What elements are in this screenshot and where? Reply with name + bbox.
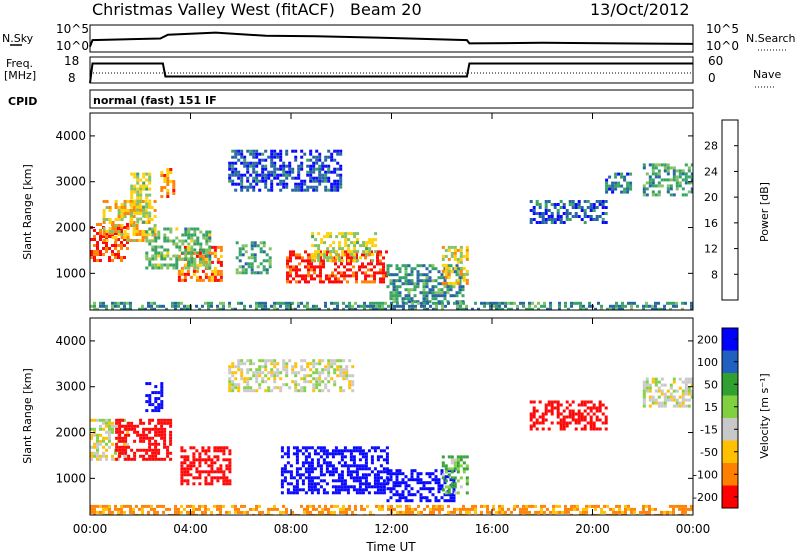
colorbar-swatch: [722, 373, 738, 396]
colorbar-tick-label: 200: [697, 333, 718, 346]
y-tick-label: 4000: [55, 129, 86, 143]
power-y-axis: 1000 2000 3000 4000: [55, 129, 693, 280]
colorbar-tick-label: 20: [704, 191, 718, 204]
x-tick-label: 08:00: [274, 522, 309, 536]
colorbar-tick-label: 15: [704, 401, 718, 414]
x-tick-label: 20:00: [575, 522, 610, 536]
colorbar-swatch: [722, 418, 738, 441]
colorbar-tick-label: 50: [704, 378, 718, 391]
colorbar-swatch: [722, 328, 738, 351]
noise-tick-bottom-left: 10^0: [56, 39, 89, 53]
noise-tick-top-right: 10^5: [706, 22, 739, 36]
colorbar-swatch: [722, 350, 738, 374]
colorbar-tick-label: 28: [704, 140, 718, 153]
x-tick-label: 00:00: [73, 522, 108, 536]
y-tick-label: 1000: [55, 471, 86, 485]
colorbar-tick-label: -200: [693, 491, 718, 504]
velocity-panel: 1000 2000 3000 4000 00:00 04:00 08:00 12:00 16:…: [21, 317, 771, 554]
cpid-label: CPID: [8, 95, 37, 108]
power-colorbar: 28 24 20 16 12 8: [704, 119, 739, 301]
freq-tick-bottom-left: 8: [68, 71, 76, 85]
velocity-colorbar: 200 100 50 15 -15 -50 -100 -200: [693, 327, 739, 509]
beam-label: Beam 20: [350, 0, 422, 19]
noise-tick-top-left: 10^5: [56, 22, 89, 36]
colorbar-tick-label: -50: [700, 446, 718, 459]
y-tick-label: 3000: [55, 380, 86, 394]
frequency-panel: 18 8 60 0: [64, 54, 723, 85]
y-tick-label: 2000: [55, 426, 86, 440]
nsky-series-line: [89, 31, 694, 47]
noise-frame: [89, 24, 694, 53]
colorbar-frame: [721, 119, 739, 301]
velocity-y-axis: 1000 2000 3000 4000: [55, 334, 693, 485]
colorbar-tick-label: 16: [704, 217, 718, 230]
colorbar-tick-label: -100: [693, 468, 718, 481]
y-tick-label: 1000: [55, 266, 86, 280]
y-tick-label: 4000: [55, 334, 86, 348]
power-panel: 1000 2000 3000 4000 Slant Range [km] 28 24 20…: [21, 112, 771, 311]
colorbar-swatch: [722, 395, 738, 419]
noise-panel: 10^5 10^0 10^5 10^0: [56, 22, 739, 53]
nsky-label: N.Sky: [2, 32, 34, 45]
colorbar-swatch: [722, 440, 738, 464]
power-colorbar-label: Power [dB]: [758, 182, 771, 242]
freq-tick-top-left: 18: [64, 54, 79, 68]
x-tick-label: 00:00: [676, 522, 711, 536]
x-tick-label: 16:00: [475, 522, 510, 536]
cpid-text: normal (fast) 151 IF: [93, 94, 217, 107]
y-tick-label: 2000: [55, 221, 86, 235]
velocity-colorbar-label: Velocity [m s⁻¹]: [758, 373, 771, 458]
colorbar-frame: [721, 327, 739, 509]
freq-label: Freq.: [6, 57, 33, 70]
colorbar-swatch: [722, 485, 738, 509]
velocity-x-axis: 00:00 04:00 08:00 12:00 16:00 20:00 00:00: [73, 318, 711, 536]
power-noise-overlay: [90, 113, 693, 310]
colorbar-swatch: [722, 463, 738, 486]
nsearch-label: N.Search: [746, 32, 796, 45]
noise-tick-bottom-right: 10^0: [706, 39, 739, 53]
nave-tick-bottom-right: 0: [708, 71, 716, 85]
cpid-bar: [89, 89, 694, 109]
station-title: Christmas Valley West (fitACF): [92, 0, 335, 19]
frequency-frame: [89, 56, 694, 84]
colorbar-tick-label: -15: [700, 423, 718, 436]
power-x-axis: [89, 113, 694, 310]
x-tick-label: 12:00: [374, 522, 409, 536]
frequency-series-line: [89, 62, 693, 84]
time-axis-label: Time UT: [365, 540, 416, 554]
freq-unit-label: [MHz]: [4, 69, 36, 82]
colorbar-tick-label: 12: [704, 243, 718, 256]
power-ylabel: Slant Range [km]: [21, 164, 34, 260]
velocity-noise-overlay: [90, 318, 693, 515]
colorbar-tick-label: 8: [711, 268, 718, 281]
velocity-ylabel: Slant Range [km]: [21, 368, 34, 464]
x-tick-label: 04:00: [173, 522, 208, 536]
colorbar-tick-label: 100: [697, 356, 718, 369]
y-tick-label: 3000: [55, 175, 86, 189]
date-label: 13/Oct/2012: [590, 0, 690, 19]
nave-tick-top-right: 60: [708, 54, 723, 68]
nave-label: Nave: [753, 68, 781, 81]
colorbar-tick-label: 24: [704, 165, 718, 178]
